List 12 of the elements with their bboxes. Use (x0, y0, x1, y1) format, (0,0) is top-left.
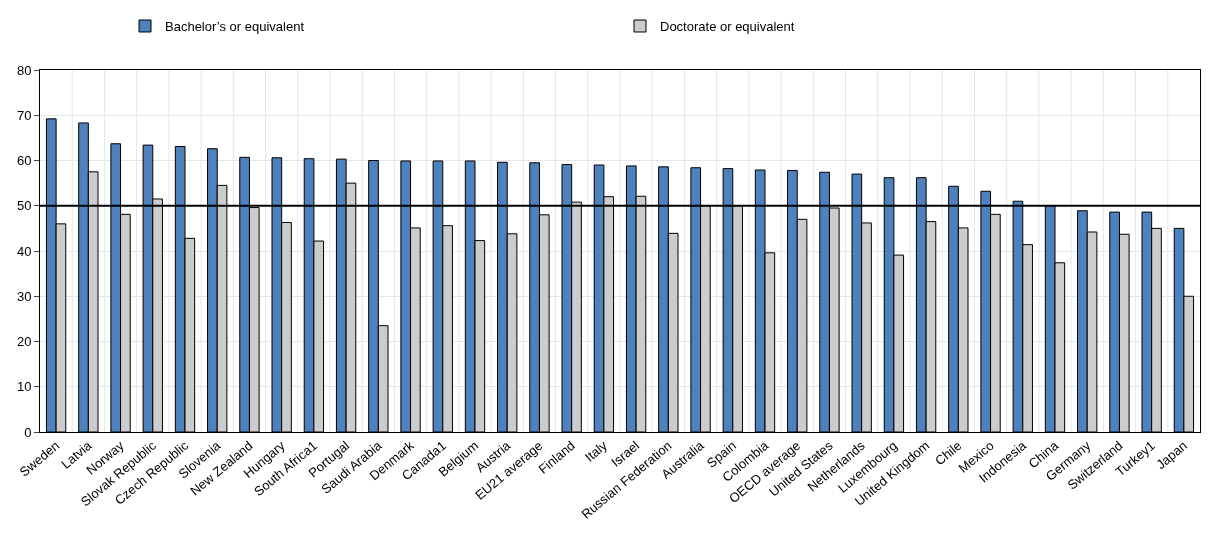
legend-label: Bachelor’s or equivalent (165, 19, 305, 35)
y-tick-label: 70 (16, 107, 32, 123)
y-tick-label: 20 (16, 334, 32, 350)
y-tick-label: 0 (24, 424, 32, 440)
y-tick-label: 50 (16, 198, 32, 214)
y-tick-label: 10 (16, 379, 32, 395)
legend-label: Doctorate or equivalent (660, 19, 795, 35)
y-tick-label: 80 (16, 62, 32, 78)
y-tick-label: 40 (16, 243, 32, 259)
y-tick-label: 30 (16, 288, 32, 304)
x-tick-label: Italy (582, 437, 611, 465)
y-tick-label: 60 (16, 153, 32, 169)
